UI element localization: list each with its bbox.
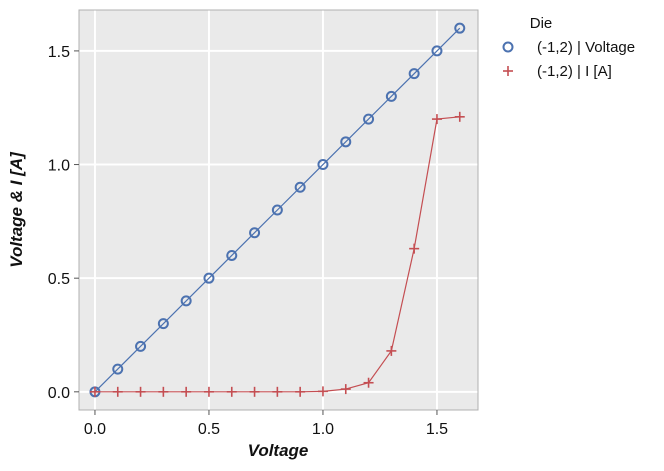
data-point xyxy=(408,68,420,80)
data-point xyxy=(317,386,328,397)
series-line xyxy=(94,27,461,393)
grid xyxy=(79,10,478,410)
series-group xyxy=(89,22,466,398)
legend-marker xyxy=(502,41,514,53)
data-point xyxy=(454,111,465,122)
y-tick-label: 0.0 xyxy=(48,385,70,402)
data-point xyxy=(249,386,260,397)
data-point xyxy=(157,318,169,330)
data-point xyxy=(385,90,397,102)
data-point xyxy=(135,386,146,397)
series-1 xyxy=(89,22,466,398)
data-point xyxy=(386,345,397,356)
data-point xyxy=(249,227,261,239)
x-tick-label: 0.0 xyxy=(84,421,106,438)
x-axis-title: Voltage xyxy=(248,441,309,460)
data-point xyxy=(226,249,238,261)
plot-frame xyxy=(78,9,479,411)
data-point xyxy=(203,272,215,284)
data-point xyxy=(112,386,123,397)
data-point xyxy=(203,386,214,397)
legend-label: (-1,2) | I [A] xyxy=(537,63,612,80)
x-axis: 0.0 0.5 1.0 1.5 xyxy=(84,410,448,438)
data-point xyxy=(271,204,283,216)
data-point xyxy=(363,377,374,388)
legend-marker xyxy=(503,66,513,76)
x-tick-label: 1.0 xyxy=(312,421,334,438)
data-point xyxy=(454,22,466,34)
data-point xyxy=(431,114,442,125)
y-tick-label: 1.0 xyxy=(48,158,70,175)
series-2 xyxy=(89,111,465,397)
y-axis: 0.0 0.5 1.0 1.5 xyxy=(48,44,79,402)
data-point xyxy=(317,159,329,171)
data-point xyxy=(158,386,169,397)
x-tick-label: 0.5 xyxy=(198,421,220,438)
data-point xyxy=(340,384,351,395)
y-axis-title: Voltage & I [A] xyxy=(7,151,26,268)
data-point xyxy=(272,386,283,397)
x-tick-label: 1.5 xyxy=(426,421,448,438)
legend-label: (-1,2) | Voltage xyxy=(537,39,635,56)
data-point xyxy=(112,363,124,375)
data-point xyxy=(409,243,420,254)
legend-title: Die xyxy=(530,15,553,32)
y-tick-label: 0.5 xyxy=(48,271,70,288)
y-tick-label: 1.5 xyxy=(48,44,70,61)
data-point xyxy=(294,181,306,193)
data-point xyxy=(295,386,306,397)
data-point xyxy=(181,386,192,397)
data-point xyxy=(363,113,375,125)
data-point xyxy=(89,386,100,397)
data-point xyxy=(431,45,443,57)
data-point xyxy=(226,386,237,397)
data-point xyxy=(340,136,352,148)
legend: Die (-1,2) | Voltage (-1,2) | I [A] xyxy=(502,15,635,80)
data-point xyxy=(135,340,147,352)
data-point xyxy=(180,295,192,307)
